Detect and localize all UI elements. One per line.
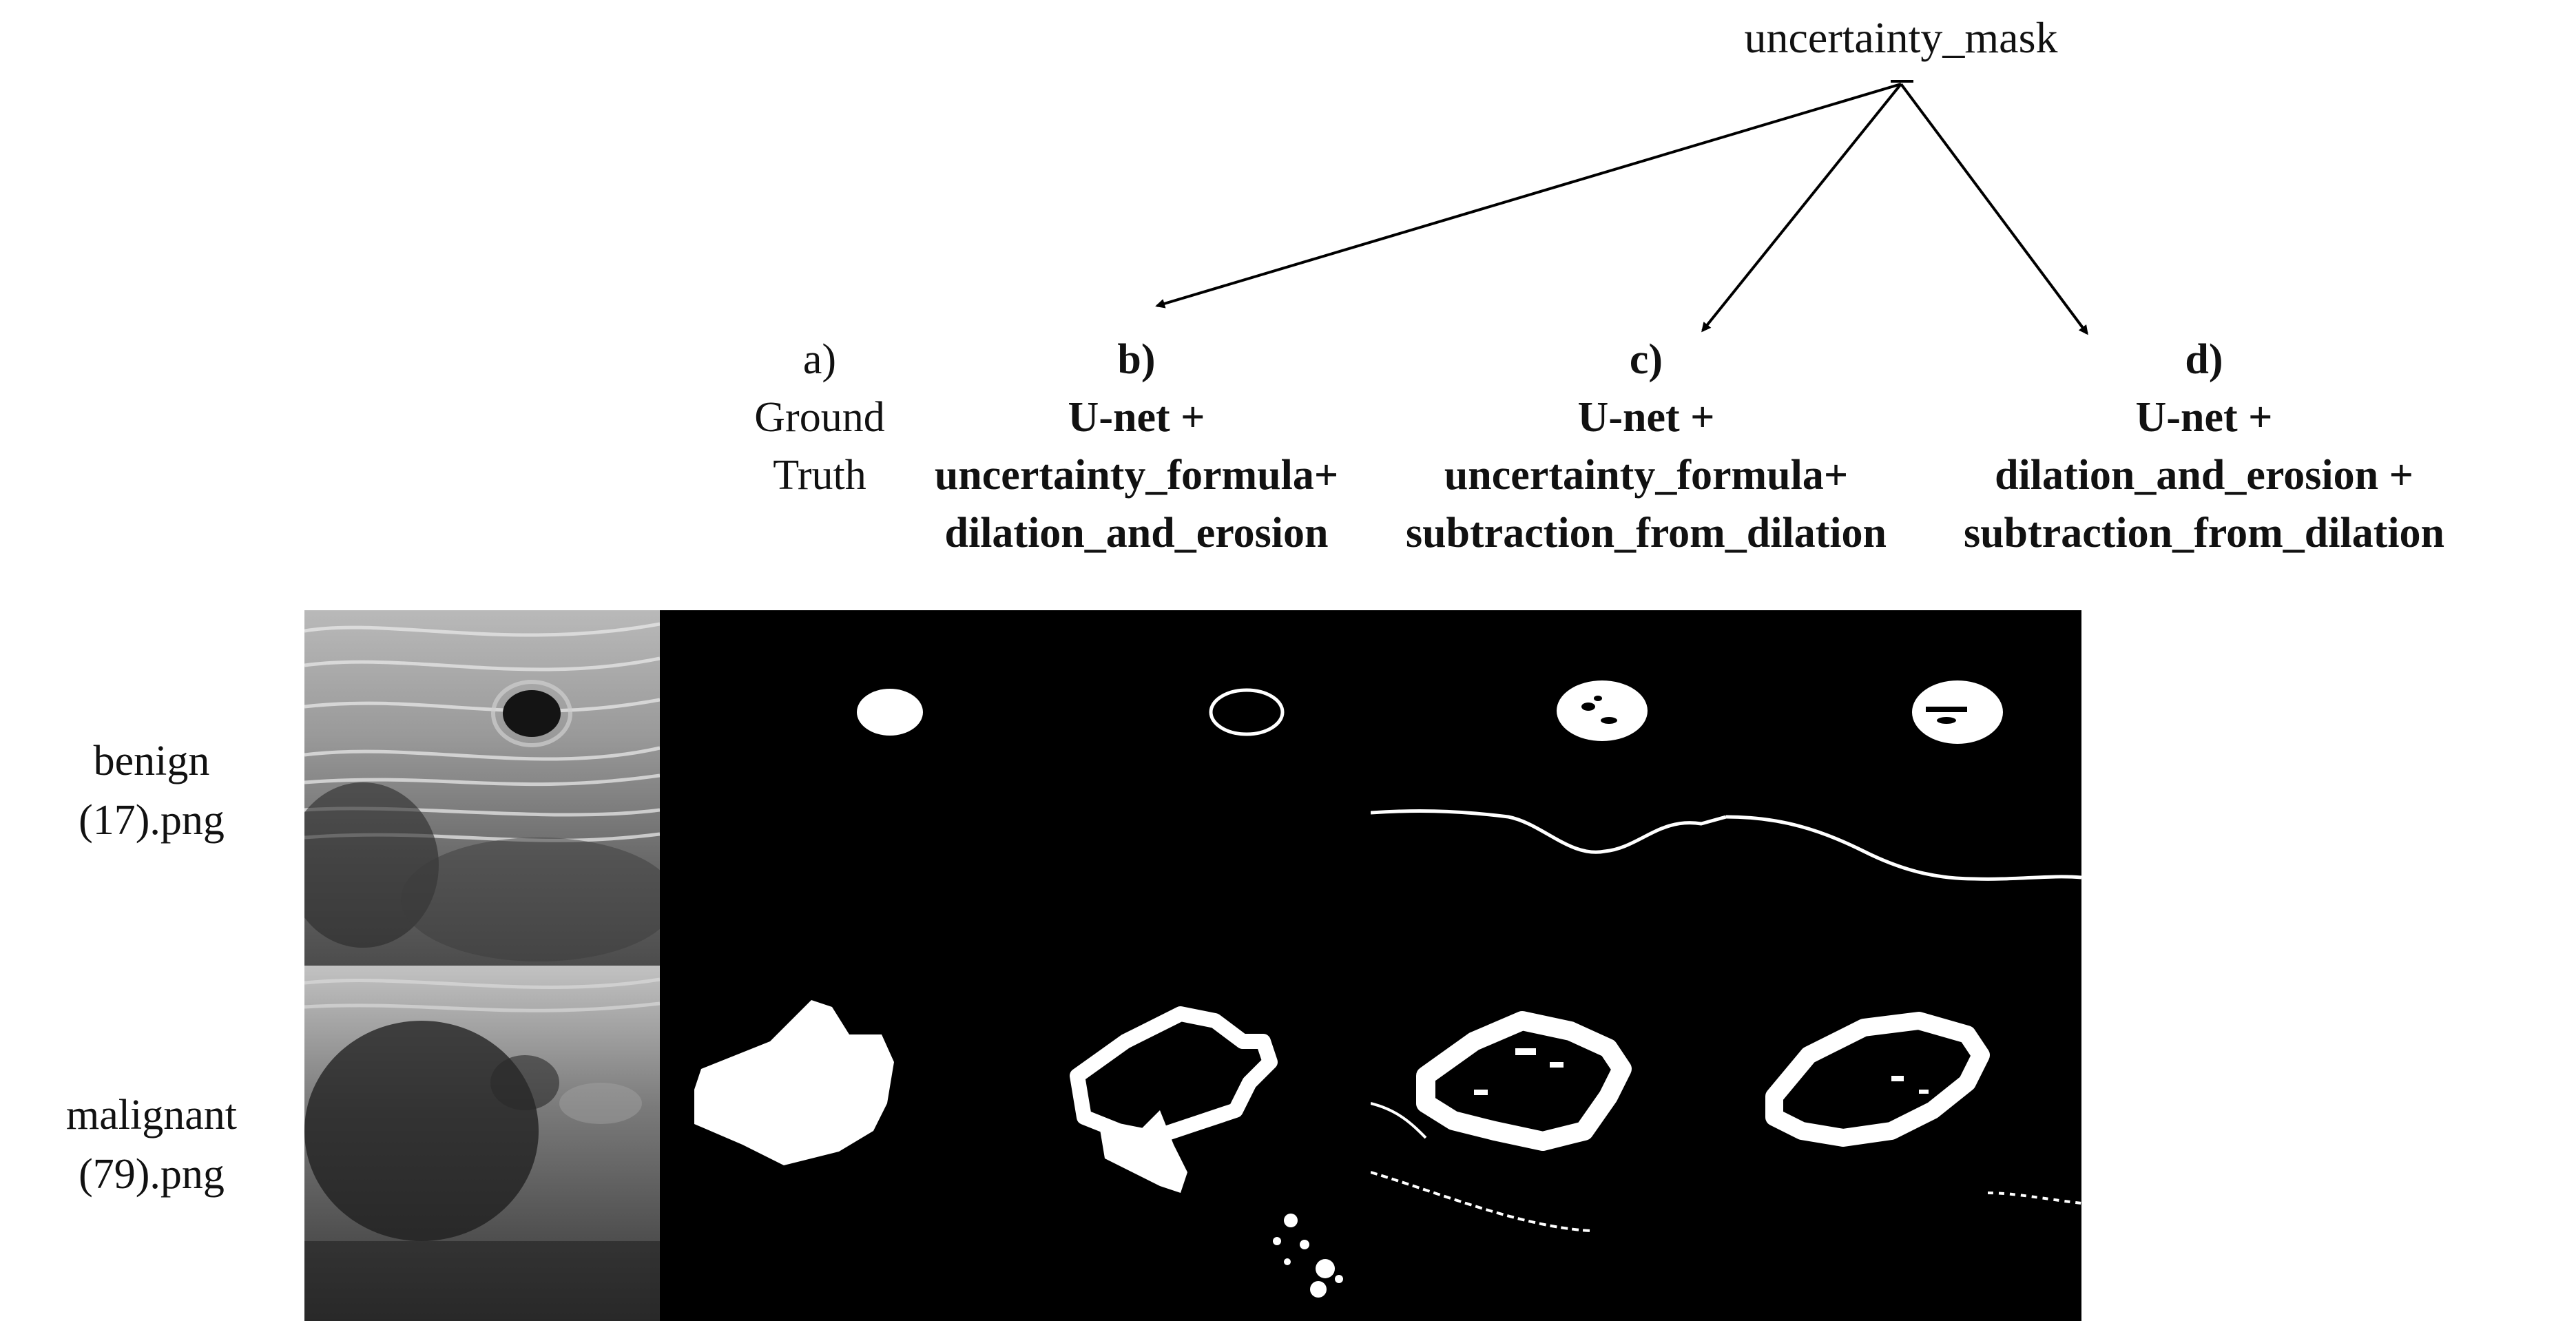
ultrasound-image-benign <box>304 610 660 966</box>
column-letter-b: b) <box>1117 336 1156 383</box>
column-line: U-net + <box>1068 394 1205 441</box>
mask-c-benign <box>1371 610 1726 966</box>
column-header-c: c) U-net + uncertainty_formula+ subtract… <box>1378 331 1915 562</box>
mask-d-malignant <box>1726 966 2081 1321</box>
row-label-malignant: malignant (79).png <box>28 1085 276 1204</box>
row-label-benign: benign (17).png <box>28 731 276 850</box>
column-letter-a: a) <box>802 336 837 383</box>
uncertainty-mask-label: uncertainty_mask <box>1744 13 2058 62</box>
column-letter-d: d) <box>2185 336 2223 383</box>
column-letter-c: c) <box>1629 336 1663 383</box>
arrow-to-d <box>1900 83 2088 335</box>
row-line: benign <box>93 738 210 784</box>
column-line: U-net + <box>1577 394 1715 441</box>
column-line: uncertainty_formula+ <box>934 452 1339 499</box>
ground-truth-mask-malignant <box>660 966 1015 1321</box>
column-header-a: a) Ground Truth <box>730 331 909 504</box>
row-line: (17).png <box>79 797 225 844</box>
column-line: subtraction_from_dilation <box>1405 510 1887 557</box>
arrow-to-c <box>1701 83 1902 333</box>
column-header-d: d) U-net + dilation_and_erosion + subtra… <box>1929 331 2480 562</box>
column-line: subtraction_from_dilation <box>1963 510 2445 557</box>
mask-b-malignant <box>1015 966 1371 1321</box>
mask-d-benign <box>1726 610 2081 966</box>
mask-b-benign <box>1015 610 1371 966</box>
ultrasound-image-malignant <box>304 966 660 1321</box>
mask-c-malignant <box>1371 966 1726 1321</box>
column-line: Truth <box>773 452 866 499</box>
column-line: U-net + <box>2135 394 2273 441</box>
row-line: (79).png <box>79 1151 225 1198</box>
ground-truth-mask-benign <box>660 610 1015 966</box>
column-header-b: b) U-net + uncertainty_formula+ dilation… <box>895 331 1378 562</box>
column-line: Ground <box>754 394 885 441</box>
column-line: dilation_and_erosion + <box>1995 452 2413 499</box>
arrow-to-b <box>1155 83 1902 309</box>
column-line: dilation_and_erosion <box>944 510 1329 557</box>
row-line: malignant <box>66 1092 237 1138</box>
column-line: uncertainty_formula+ <box>1444 452 1849 499</box>
